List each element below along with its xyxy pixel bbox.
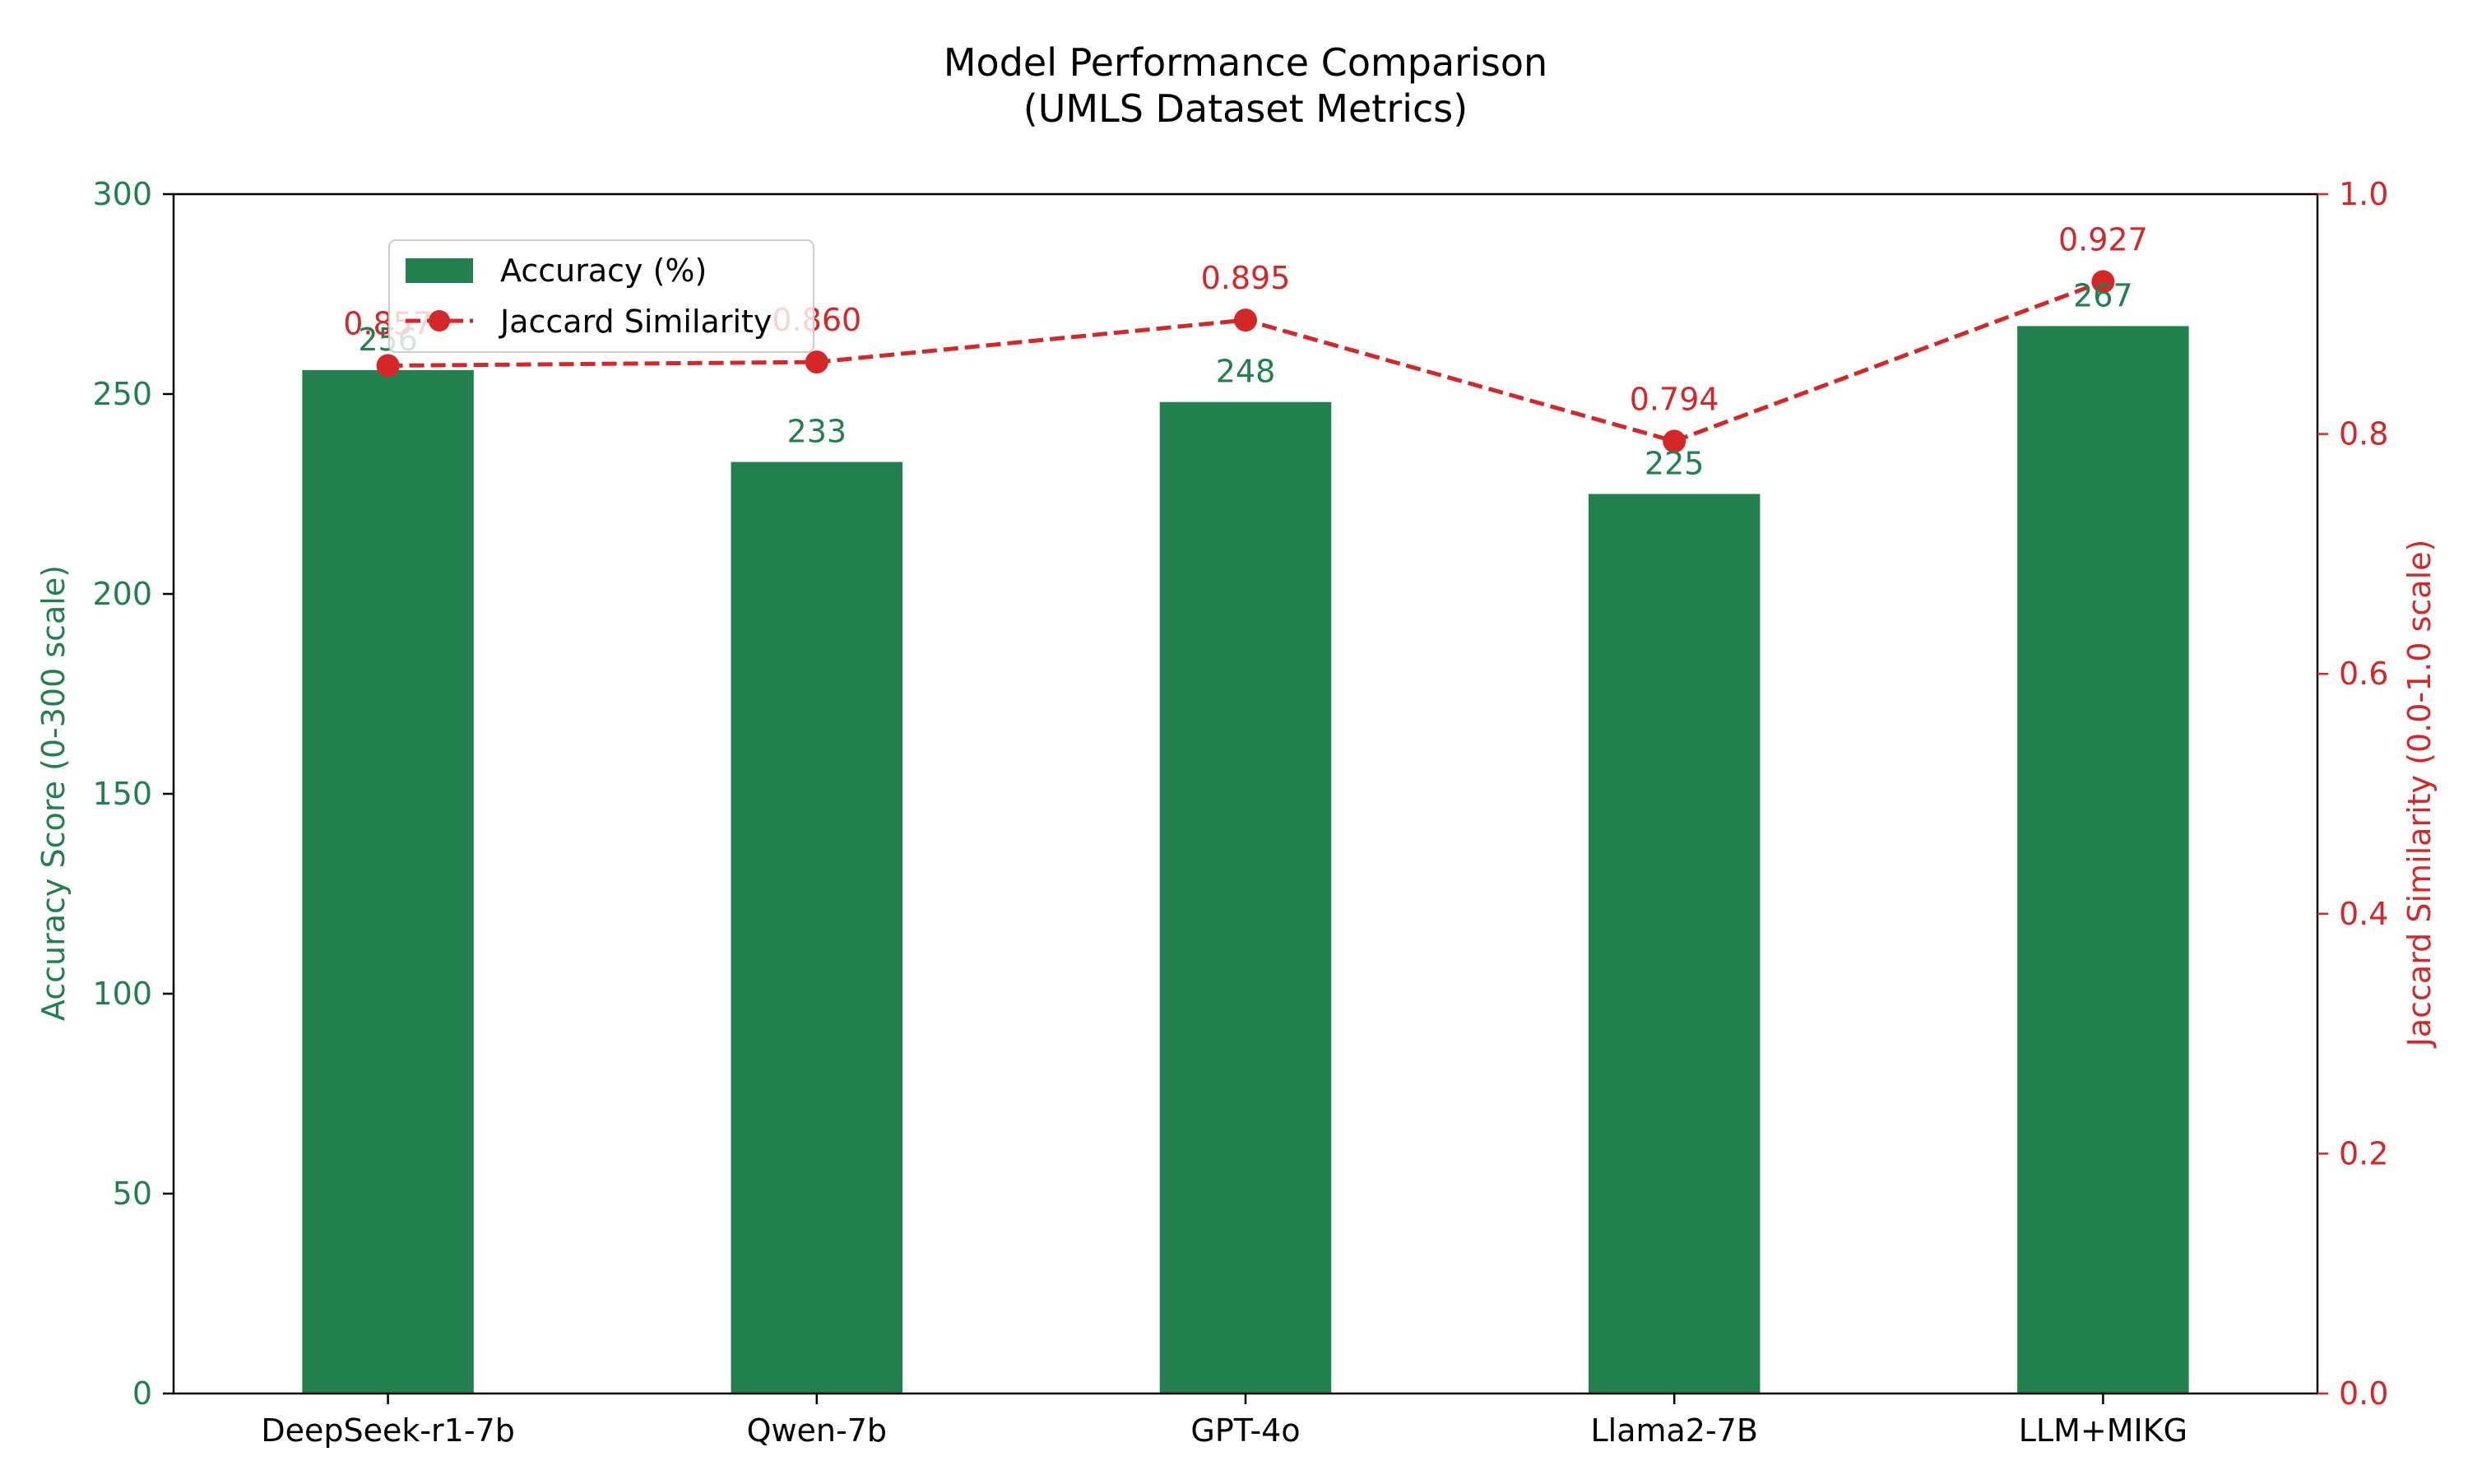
jaccard-value-label: 0.794 [1630,381,1719,417]
y-left-tick-label: 100 [92,976,152,1012]
legend-frame [388,239,814,353]
bar-qwen-7b [731,461,903,1394]
x-tick-label: Llama2-7B [1590,1412,1757,1449]
y-left-tick-label: 50 [113,1176,152,1212]
y-left-axis-label: Accuracy Score (0-300 scale) [35,565,72,1021]
bar-value-label: 225 [1645,446,1705,482]
jaccard-point [1234,308,1257,332]
y-left-tick-label: 150 [92,776,152,812]
y-right-axis-label: Jaccard Similarity (0.0-1.0 scale) [2401,540,2438,1049]
y-left-tick-label: 250 [92,376,152,412]
bar-value-label: 267 [2073,277,2133,313]
y-right-tick-label: 0.4 [2339,896,2388,932]
legend: Accuracy (%) Jaccard Similarity [388,239,814,353]
y-left-tick-label: 300 [92,176,152,212]
axes-layer: 0 50 100 150 200 250 300 0.0 0.2 0.4 0.6 0.8 1.0 Deep… [92,176,2388,1449]
y-right-tick-label: 0.0 [2339,1375,2388,1412]
y-right-tick-label: 0.2 [2339,1135,2388,1171]
chart-title: Model Performance Comparison [944,40,1547,85]
bar-deepseek-r1-7b [302,369,474,1394]
bars-layer [302,326,2189,1394]
legend-label-jaccard: Jaccard Similarity [499,304,772,340]
jaccard-value-label: 0.895 [1201,260,1291,296]
y-right-tick-label: 0.8 [2339,416,2388,452]
legend-label-accuracy: Accuracy (%) [500,253,707,289]
jaccard-value-label: 0.927 [2058,221,2148,257]
bar-value-label: 248 [1216,354,1276,390]
line-layer [376,270,2115,453]
jaccard-point [376,354,400,378]
chart-subtitle: (UMLS Dataset Metrics) [1023,86,1468,131]
y-right-tick-label: 0.6 [2339,656,2388,692]
bar-llm-mikg [2017,326,2189,1394]
x-tick-label: GPT-4o [1190,1412,1300,1449]
bar-llama2-7b [1588,494,1761,1394]
y-left-tick-label: 0 [132,1375,152,1412]
x-tick-label: LLM+MIKG [2019,1412,2187,1449]
x-tick-label: DeepSeek-r1-7b [261,1412,515,1449]
bar-gpt-4o [1159,401,1332,1394]
y-left-tick-label: 200 [92,576,152,612]
jaccard-point [805,350,828,374]
legend-swatch-accuracy [406,258,473,283]
legend-swatch-jaccard-marker [429,310,450,332]
jaccard-point [2091,270,2115,294]
jaccard-point [1663,429,1686,453]
x-tick-label: Qwen-7b [747,1412,887,1449]
bar-value-label: 233 [787,414,847,450]
y-right-tick-label: 1.0 [2339,176,2388,212]
